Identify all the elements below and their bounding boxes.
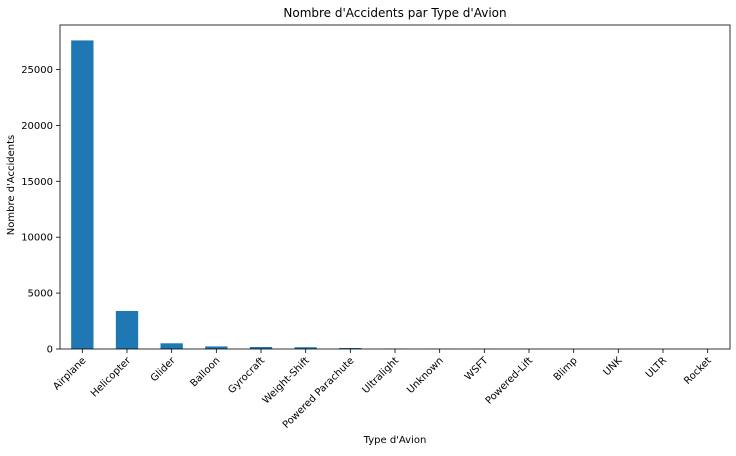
x-tick-label: WSFT	[463, 355, 491, 383]
y-tick-label: 5000	[28, 289, 53, 300]
x-tick-label: Blimp	[552, 355, 580, 383]
y-tick-label: 20000	[21, 121, 53, 132]
x-tick-label: Ultralight	[361, 355, 402, 396]
y-axis-label: Nombre d'Accidents	[6, 135, 17, 235]
x-tick-label: Rocket	[682, 355, 714, 387]
x-tick-label: Glider	[149, 355, 179, 385]
x-tick-label: Gyrocraft	[226, 355, 267, 396]
x-tick-label: ULTR	[644, 355, 669, 380]
x-tick-label: Airplane	[51, 355, 88, 392]
bar-glider	[161, 343, 183, 349]
y-tick-label: 15000	[21, 177, 53, 188]
x-axis-label: Type d'Avion	[363, 435, 427, 446]
y-tick-label: 0	[47, 345, 53, 356]
bar-airplane	[71, 40, 93, 349]
x-tick-label: Balloon	[188, 355, 222, 389]
chart-title: Nombre d'Accidents par Type d'Avion	[283, 6, 506, 20]
bars-group	[71, 40, 719, 349]
y-tick-label: 25000	[21, 65, 53, 76]
x-tick-label: Unknown	[405, 355, 446, 396]
bar-helicopter	[116, 311, 138, 349]
x-tick-label: UNK	[602, 355, 625, 378]
x-tick-label: Helicopter	[89, 355, 134, 400]
y-tick-label: 10000	[21, 233, 53, 244]
y-axis: 0 5000 10000 15000 20000 25000	[21, 65, 60, 356]
plot-frame	[60, 25, 730, 349]
x-tick-label: Powered-Lift	[484, 355, 535, 406]
